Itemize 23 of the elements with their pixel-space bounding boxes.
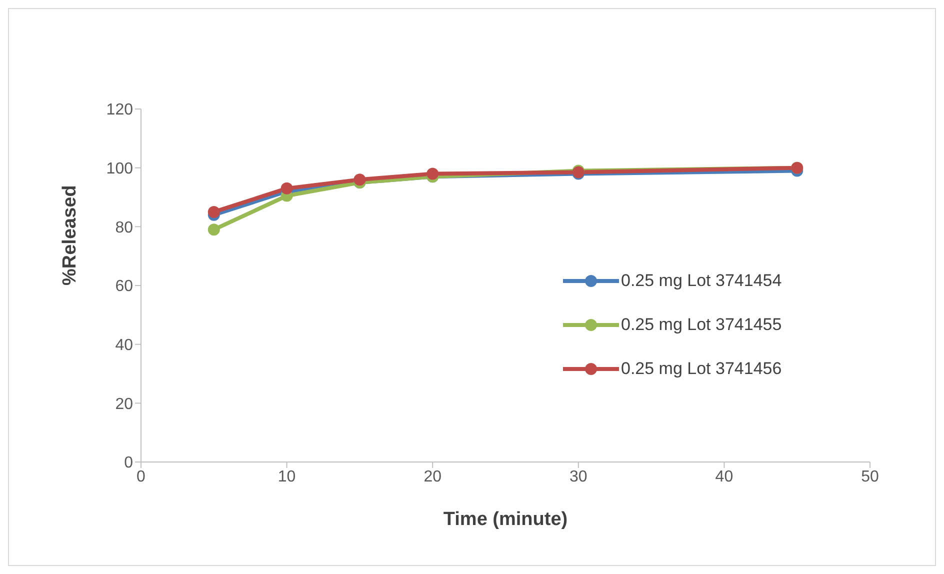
x-tick-label: 20	[424, 468, 442, 486]
y-tick-label: 0	[124, 454, 134, 472]
x-tick-label: 40	[715, 468, 734, 486]
y-tick-label: 40	[115, 337, 134, 354]
x-tick-label: 0	[136, 468, 146, 486]
x-axis-title: Time (minute)	[443, 509, 568, 530]
x-tick-label: 50	[861, 468, 879, 486]
x-tick-label: 10	[278, 468, 296, 486]
y-tick-label: 120	[106, 102, 134, 119]
point	[426, 168, 439, 180]
legend-label: 0.25 mg Lot 3741454	[621, 271, 782, 291]
point	[208, 224, 220, 236]
y-tick-label: 100	[106, 160, 134, 178]
y-tick-label: 20	[115, 396, 134, 413]
legend-label: 0.25 mg Lot 3741456	[621, 359, 782, 379]
point	[208, 206, 220, 218]
y-axis-title: %Released	[60, 185, 81, 286]
point	[354, 174, 366, 186]
x-tick-label: 30	[570, 468, 588, 486]
y-tick-label: 80	[115, 219, 134, 236]
point	[280, 182, 293, 194]
legend-label: 0.25 mg Lot 3741455	[621, 315, 782, 335]
y-tick-label: 60	[115, 278, 134, 296]
